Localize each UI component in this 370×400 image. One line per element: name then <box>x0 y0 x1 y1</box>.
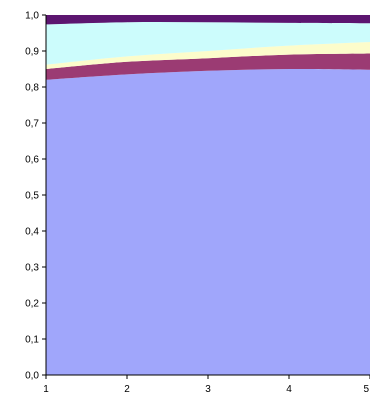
area-series-1 <box>46 68 370 376</box>
area-series-2 <box>46 53 370 80</box>
y-tick-label: 1,0 <box>25 11 39 22</box>
y-tick-label: 0,7 <box>25 119 39 130</box>
y-tick-label: 0,2 <box>25 299 39 310</box>
y-tick-label: 0,9 <box>25 47 39 58</box>
tick-group: 0,0 0,1 0,2 0,3 0,4 0,5 0,6 0,7 0,8 0,9 1,0 1 2 3 4 5 <box>25 11 370 395</box>
area-series-4 <box>46 22 370 65</box>
x-tick-label: 5 <box>363 384 369 395</box>
y-tick-label: 0,6 <box>25 155 39 166</box>
y-tick-label: 0,5 <box>25 191 39 202</box>
area-series-group <box>46 15 370 376</box>
y-tick-label: 0,8 <box>25 83 39 94</box>
area-series-5 <box>46 15 370 25</box>
y-tick-label: 0,3 <box>25 263 39 274</box>
x-tick-label: 3 <box>205 384 211 395</box>
y-tick-label: 0,1 <box>25 335 39 346</box>
area-series-3 <box>46 42 370 69</box>
y-tick-label: 0,0 <box>25 371 39 382</box>
x-tick-label: 2 <box>124 384 130 395</box>
y-tick-label: 0,4 <box>25 227 39 238</box>
x-tick-label: 1 <box>43 384 49 395</box>
x-tick-label: 4 <box>286 384 292 395</box>
